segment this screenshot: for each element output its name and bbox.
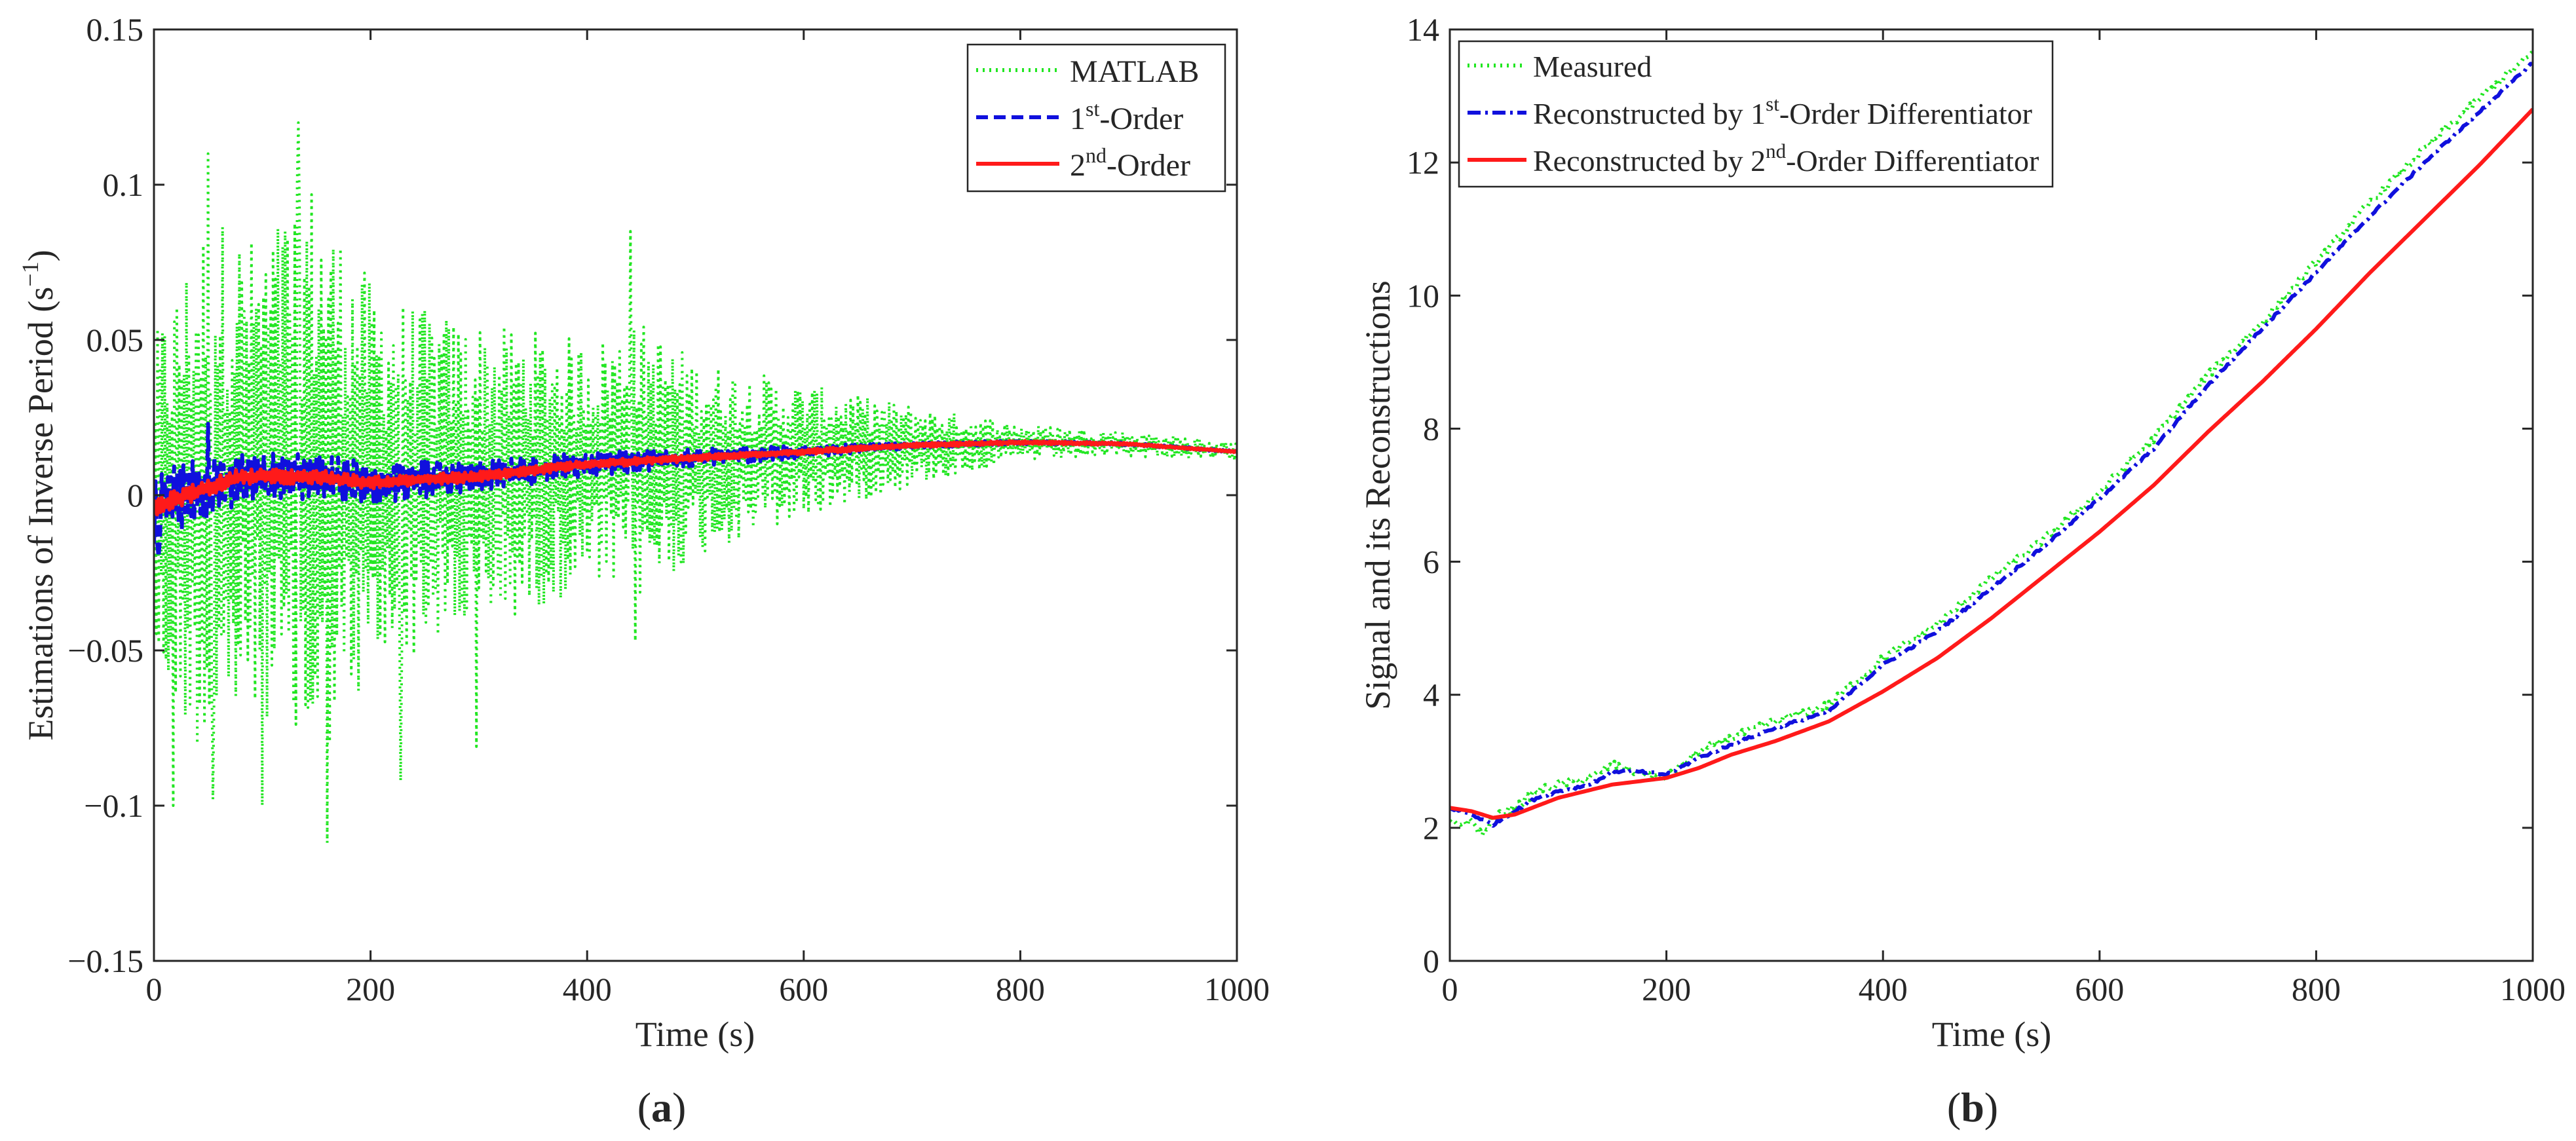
panel-b-y-label: Signal and its Reconstructions <box>1358 280 1397 709</box>
panel-b-series <box>1450 50 2533 837</box>
legend-b-measured-label: Measured <box>1533 50 1652 83</box>
panel-a: 0 200 400 600 800 1000 −0.15 −0.1 −0.05 0 0.05 0.1… <box>17 11 1270 1131</box>
legend-a-matlab-label: MATLAB <box>1070 54 1199 89</box>
panel-a-legend: MATLAB 1st-Order 2nd-Order <box>966 43 1226 193</box>
panel-b-x-ticks: 0 200 400 600 800 1000 <box>1442 29 2566 1007</box>
panel-a-y-tick-label: 0.15 <box>86 11 144 48</box>
panel-a-x-tick-label: 800 <box>996 971 1045 1007</box>
panel-b-legend: Measured Reconstructed by 1st-Order Diff… <box>1458 40 2054 188</box>
panel-b-y-tick-label: 8 <box>1423 410 1439 447</box>
panel-a-series <box>154 121 1237 844</box>
panel-a-y-tick-label: 0.05 <box>86 322 144 358</box>
panel-b-x-tick-label: 1000 <box>2500 971 2566 1007</box>
panel-b-y-tick-label: 0 <box>1423 943 1439 979</box>
panel-a-y-ticks: −0.15 −0.1 −0.05 0 0.05 0.1 0.15 <box>67 11 1237 979</box>
panel-b-y-tick-label: 6 <box>1423 544 1439 580</box>
panel-b-y-tick-label: 2 <box>1423 810 1439 846</box>
panel-a-y-tick-label: −0.15 <box>67 943 143 979</box>
panel-a-y-tick-label: −0.05 <box>67 632 143 669</box>
panel-b-series-1-line <box>1450 62 2533 828</box>
panel-b-x-tick-label: 200 <box>1642 971 1691 1007</box>
panel-b-axes-box <box>1449 28 2534 962</box>
panel-a-caption: (a) <box>637 1084 687 1131</box>
panel-b-x-tick-label: 800 <box>2292 971 2341 1007</box>
legend-a-second-order-label: 2nd-Order <box>1070 143 1190 183</box>
panel-a-x-ticks: 0 200 400 600 800 1000 <box>146 29 1270 1007</box>
panel-b: 0 200 400 600 800 1000 0 2 4 6 8 10 12 14 Time (s) S… <box>1358 11 2566 1131</box>
panel-a-y-tick-label: 0.1 <box>103 166 144 203</box>
panel-a-x-tick-label: 600 <box>779 971 828 1007</box>
panel-b-y-tick-label: 12 <box>1407 144 1439 181</box>
panel-b-x-label: Time (s) <box>1932 1015 2052 1054</box>
panel-b-legend-box <box>1458 40 2054 188</box>
panel-b-x-tick-label: 600 <box>2075 971 2124 1007</box>
panel-b-y-tick-label: 4 <box>1423 677 1439 713</box>
panel-a-x-tick-label: 1000 <box>1204 971 1270 1007</box>
panel-a-x-tick-label: 400 <box>563 971 612 1007</box>
panel-b-y-ticks: 0 2 4 6 8 10 12 14 <box>1407 11 2533 979</box>
panel-a-x-label: Time (s) <box>635 1015 755 1054</box>
panel-a-y-tick-label: −0.1 <box>84 787 143 824</box>
legend-a-first-order-label: 1st-Order <box>1070 97 1183 136</box>
legend-b-second-order-label: Reconstructed by 2nd-Order Differentiato… <box>1533 140 2039 178</box>
panel-b-y-tick-label: 10 <box>1407 277 1439 314</box>
panel-a-x-tick-label: 200 <box>346 971 395 1007</box>
panel-b-caption: (b) <box>1947 1084 1998 1131</box>
panel-b-x-tick-label: 0 <box>1442 971 1458 1007</box>
legend-b-first-order-label: Reconstructed by 1st-Order Differentiato… <box>1533 92 2032 130</box>
panel-a-y-label: Estimations of Inverse Period (s−1) <box>17 250 60 740</box>
panel-b-series-2-line <box>1450 107 2533 820</box>
panel-a-series-2-line <box>154 439 1237 517</box>
panel-a-y-tick-label: 0 <box>127 477 143 514</box>
panel-b-x-tick-label: 400 <box>1859 971 1908 1007</box>
panel-b-y-tick-label: 14 <box>1407 11 1439 48</box>
panel-a-x-tick-label: 0 <box>146 971 162 1007</box>
